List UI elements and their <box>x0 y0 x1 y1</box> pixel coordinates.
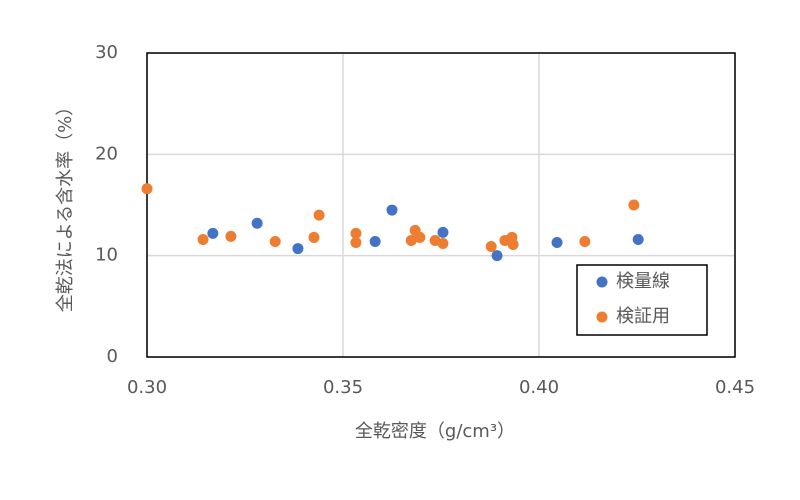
point <box>414 231 426 243</box>
y-tick-label: 20 <box>95 143 118 164</box>
point <box>269 235 281 247</box>
point <box>491 250 503 262</box>
x-tick-label: 0.30 <box>127 377 167 398</box>
point <box>437 238 449 250</box>
plot-border <box>146 52 736 358</box>
point <box>292 243 304 255</box>
point <box>437 226 449 238</box>
point <box>350 236 362 248</box>
point <box>632 233 644 245</box>
point <box>141 183 153 195</box>
x-axis-title: 全乾密度（g/cm³） <box>355 421 515 442</box>
point <box>405 234 417 246</box>
point <box>251 217 263 229</box>
point <box>579 235 591 247</box>
legend-marker <box>596 311 608 323</box>
point <box>369 235 381 247</box>
x-tick-label: 0.40 <box>519 377 559 398</box>
point <box>386 204 398 216</box>
legend-label: 検量線 <box>616 271 670 292</box>
x-tick-label: 0.35 <box>323 377 363 398</box>
legend-label: 検証用 <box>616 306 670 327</box>
legend-box <box>576 264 708 336</box>
point <box>225 230 237 242</box>
y-tick-label: 10 <box>95 245 118 266</box>
point <box>350 227 362 239</box>
point <box>551 236 563 248</box>
x-tick-label: 0.45 <box>715 377 755 398</box>
y-axis-title: 全乾法による含水率（%） <box>55 98 76 313</box>
y-tick-label: 0 <box>107 346 118 367</box>
points <box>141 183 644 262</box>
point <box>197 233 209 245</box>
legend-marker <box>596 276 608 288</box>
point <box>308 231 320 243</box>
point <box>313 209 325 221</box>
point <box>507 239 519 251</box>
point <box>207 227 219 239</box>
point <box>628 199 640 211</box>
point <box>485 241 497 253</box>
y-tick-label: 30 <box>95 42 118 63</box>
